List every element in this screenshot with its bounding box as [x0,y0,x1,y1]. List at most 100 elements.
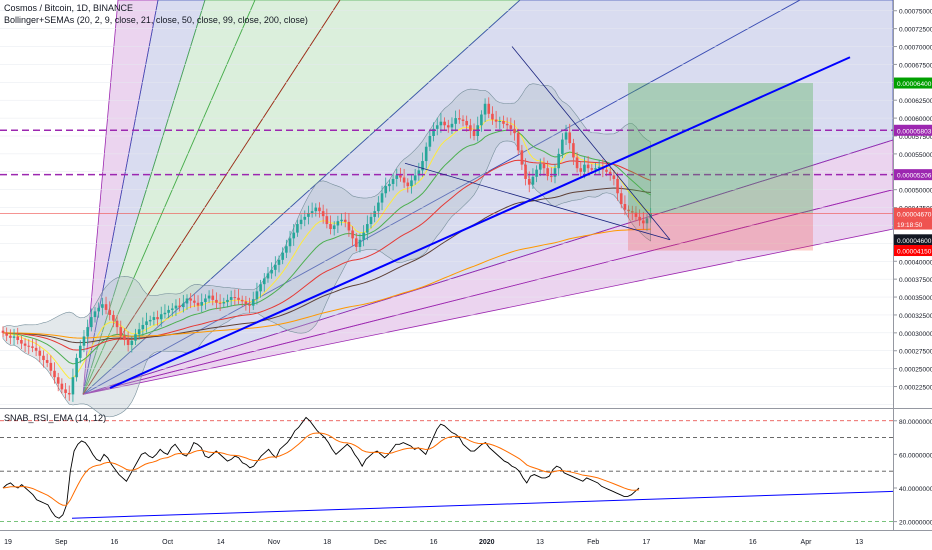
candle-body [270,269,273,274]
candle-body [388,183,391,187]
price-marker-badge [894,124,932,136]
candle-body [262,278,266,285]
candle-body [215,299,218,303]
candle-body [9,335,12,338]
candle-body [288,238,292,247]
candle-body [204,298,207,303]
chart-title: Cosmos / Bitcoin, 1D, BINANCE [4,3,134,13]
candle-body [299,219,303,225]
price-tick-label: 0.00032500 [899,313,932,320]
position-stop-zone [628,213,813,251]
candle-body [259,284,262,292]
candle-body [424,146,428,162]
candle-body [86,327,89,337]
price-tick-label: 0.00062500 [899,98,932,105]
price-tick-label: 0.00055000 [899,152,932,159]
candle-body [439,121,443,126]
candle-body [627,209,630,212]
candle-body [605,169,608,172]
candle-body [67,392,71,395]
candle-body [281,252,284,260]
price-marker-label: 19:18:50 [897,222,923,229]
time-tick-label: Oct [162,539,173,546]
candle-body [200,302,204,306]
trendline-support [109,56,851,389]
price-marker-label: 0.00006400 [897,81,932,88]
candle-body [31,346,34,348]
candle-body [347,221,351,231]
candle-body [71,377,75,395]
candle-body [391,178,395,184]
candle-body [130,340,134,346]
candle-body [369,216,373,225]
candle-body [266,273,270,279]
candle-body [619,193,623,204]
candle-body [112,314,115,321]
candle-body [395,175,399,179]
price-marker-label: 0.00005206 [897,173,932,180]
candle-body [119,327,123,336]
price-marker-label: 0.00005803 [897,128,932,135]
candle-body [75,357,78,378]
wedge-upper-line [511,46,671,241]
candle-body [597,166,601,169]
rsi-legend: SNAB_RSI_EMA (14, 12) [4,413,106,423]
price-tick-label: 0.00030000 [899,331,932,338]
price-tick-label: 0.00025000 [899,367,932,374]
candle-body [527,178,531,185]
price-tick-label: 0.00040000 [899,259,932,266]
candle-body [410,180,413,187]
candle-body [413,175,417,181]
time-tick-label: Sep [55,539,68,546]
candle-body [34,347,38,351]
candle-body [145,321,148,325]
price-pane [0,46,893,418]
candle-body [608,171,612,176]
candle-body [354,238,358,247]
candle-body [5,332,8,336]
price-marker-badge [894,207,932,219]
candle-body [498,120,502,122]
candle-body [170,308,174,310]
price-marker-label: 0.00004600 [897,238,932,245]
candle-body [307,213,310,217]
candle-body [318,207,321,212]
time-tick-label: 17 [643,539,651,546]
candle-body [575,157,579,169]
candle-body [406,182,410,187]
candle-body [108,309,112,315]
candle-body [329,224,332,230]
candle-body [251,299,255,306]
candle-body [189,298,192,301]
candle-body [240,299,244,302]
candle-body [402,177,406,183]
price-marker-badge [894,77,932,89]
candle-body [494,119,498,122]
candle-body [421,161,424,171]
rsi-title: SNAB_RSI_EMA [4,413,73,423]
rsi-ema-line [2,432,640,506]
candle-body [362,232,365,240]
candle-body [93,311,97,318]
candle-body [134,334,137,341]
candle-body [399,175,402,178]
candle-body [152,317,156,320]
price-tick-label: 0.00027500 [899,349,932,356]
time-tick-label: Apr [801,539,813,546]
candle-body [115,320,119,328]
wedge-lower-line [404,162,671,241]
candle-body [450,123,454,128]
price-tick-label: 0.00067500 [899,62,932,69]
price-marker-badge [894,218,932,230]
candle-body [557,153,560,169]
candle-body [638,216,641,221]
candle-body [645,218,649,224]
candle-body [274,264,277,270]
candle-body [336,221,340,226]
candle-body [358,239,362,247]
candle-body [568,132,572,144]
price-tick-label: 0.00022500 [899,385,932,392]
candle-body [310,211,314,214]
